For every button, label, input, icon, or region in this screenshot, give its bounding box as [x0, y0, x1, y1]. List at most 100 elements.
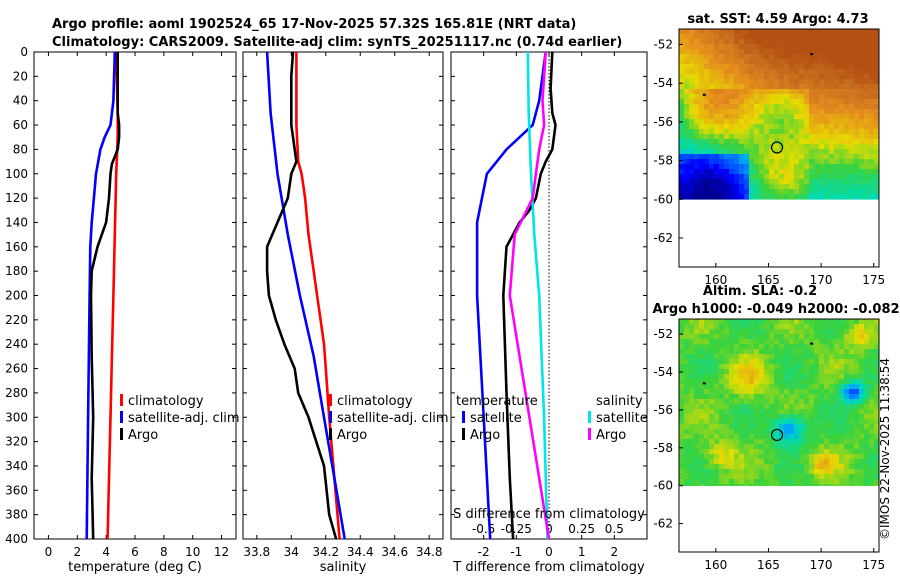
sla-map-title-2: Argo h1000: -0.049 h2000: -0.082 [652, 302, 899, 317]
series-satellite-adj-clim [265, 51, 346, 540]
heatmap-cell [774, 129, 780, 135]
heatmap-cell [854, 99, 860, 105]
heatmap-cell [689, 199, 695, 200]
heatmap-cell [679, 149, 685, 155]
heatmap-cell [739, 99, 745, 105]
heatmap-cell [769, 424, 775, 430]
heatmap-cell [754, 179, 760, 185]
heatmap-cell [824, 354, 830, 360]
heatmap-cell [794, 354, 800, 360]
heatmap-cell [704, 134, 710, 140]
heatmap-cell [784, 329, 790, 335]
heatmap-cell [704, 384, 710, 390]
heatmap-cell [729, 139, 735, 145]
heatmap-cell [789, 94, 795, 100]
heatmap-cell [679, 89, 685, 95]
heatmap-cell [749, 89, 755, 95]
heatmap-cell [789, 144, 795, 150]
heatmap-cell [864, 454, 870, 460]
heatmap-cell [789, 159, 795, 165]
heatmap-cell [779, 194, 785, 200]
heatmap-cell [814, 39, 820, 45]
heatmap-cell [784, 194, 790, 200]
heatmap-cell [784, 94, 790, 100]
heatmap-cell [744, 374, 750, 380]
heatmap-cell [824, 369, 830, 375]
heatmap-cell [844, 99, 850, 105]
heatmap-cell [734, 44, 740, 50]
heatmap-cell [784, 344, 790, 350]
heatmap-cell [794, 39, 800, 45]
heatmap-cell [774, 94, 780, 100]
heatmap-cell [819, 64, 825, 70]
heatmap-cell [679, 474, 685, 480]
heatmap-cell [704, 189, 710, 195]
heatmap-cell [794, 319, 800, 325]
heatmap-cell [704, 354, 710, 360]
heatmap-cell [784, 354, 790, 360]
heatmap-cell [849, 389, 855, 395]
heatmap-cell [834, 59, 840, 65]
heatmap-cell [854, 124, 860, 130]
heatmap-cell [779, 454, 785, 460]
heatmap-cell [729, 54, 735, 60]
heatmap-cell [854, 479, 860, 485]
heatmap-cell [819, 334, 825, 340]
heatmap-cell [864, 84, 870, 90]
heatmap-cell [854, 29, 860, 35]
heatmap-cell [744, 109, 750, 115]
heatmap-cell [809, 164, 815, 170]
heatmap-cell [739, 109, 745, 115]
heatmap-cell [704, 154, 710, 160]
heatmap-cell [719, 159, 725, 165]
heatmap-cell [779, 184, 785, 190]
heatmap-cell [694, 329, 700, 335]
heatmap-cell [759, 459, 765, 465]
heatmap-cell [689, 459, 695, 465]
heatmap-cell [689, 59, 695, 65]
heatmap-cell [764, 364, 770, 370]
map-y-tick-label: -54 [653, 365, 673, 379]
heatmap-cell [704, 119, 710, 125]
heatmap-cell [749, 194, 755, 200]
heatmap-cell [739, 169, 745, 175]
heatmap-cell [829, 119, 835, 125]
heatmap-cell [809, 389, 815, 395]
heatmap-cell [844, 194, 850, 200]
heatmap-cell [814, 84, 820, 90]
heatmap-cell [754, 424, 760, 430]
heatmap-cell [789, 344, 795, 350]
heatmap-cell [739, 154, 745, 160]
heatmap-cell [704, 94, 710, 100]
heatmap-cell [824, 84, 830, 90]
heatmap-cell [869, 169, 875, 175]
heatmap-cell [784, 424, 790, 430]
heatmap-cell [849, 344, 855, 350]
heatmap-cell [684, 319, 690, 325]
heatmap-cell [729, 359, 735, 365]
series-argo [89, 52, 121, 540]
heatmap-cell [784, 159, 790, 165]
heatmap-cell [764, 414, 770, 420]
heatmap-cell [829, 324, 835, 330]
heatmap-cell [844, 29, 850, 35]
island-mark [702, 382, 706, 385]
heatmap-cell [699, 69, 705, 75]
heatmap-cell [829, 164, 835, 170]
heatmap-cell [679, 329, 685, 335]
heatmap-cell [834, 459, 840, 465]
heatmap-cell [799, 109, 805, 115]
heatmap-cell [704, 399, 710, 405]
heatmap-cell [804, 449, 810, 455]
heatmap-cell [734, 444, 740, 450]
x-tick-label: 4 [102, 545, 110, 559]
heatmap-cell [844, 59, 850, 65]
heatmap-cell [824, 164, 830, 170]
heatmap-cell [839, 329, 845, 335]
heatmap-cell [679, 144, 685, 150]
series-satellite-adj-clim [85, 51, 117, 540]
heatmap-cell [854, 419, 860, 425]
heatmap-cell [784, 324, 790, 330]
heatmap-cell [769, 319, 775, 325]
heatmap-cell [759, 374, 765, 380]
